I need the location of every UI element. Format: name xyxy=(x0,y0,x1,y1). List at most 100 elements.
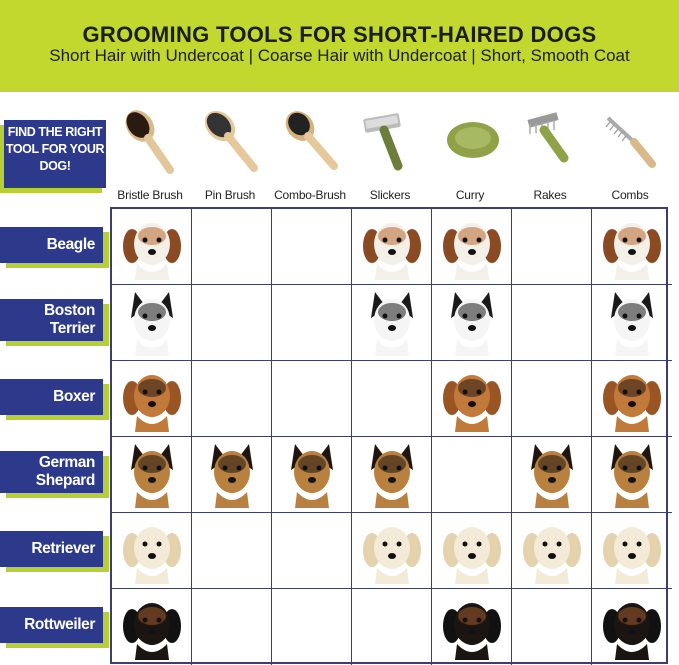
grid-cell-boxer-combs xyxy=(592,361,672,437)
dog-portrait-boxer xyxy=(603,375,661,432)
tool-label: Bristle Brush xyxy=(117,188,183,202)
grid-cell-retriever-slickers xyxy=(352,513,432,589)
grid-cell-beagle-combs xyxy=(592,209,672,285)
dog-portrait-german-shepard xyxy=(611,444,653,508)
breed-name: Boxer xyxy=(53,388,95,405)
grid-cell-boston-terrier-pin-brush xyxy=(192,285,272,361)
dog-portrait-rottweiler xyxy=(443,603,501,660)
breed-label-beagle: Beagle xyxy=(0,227,103,263)
grid-cell-beagle-bristle-brush xyxy=(112,209,192,285)
grid-cell-boxer-bristle-brush xyxy=(112,361,192,437)
dog-portrait-boston-terrier xyxy=(131,292,173,356)
tool-label: Combo-Brush xyxy=(274,188,346,202)
grid-cell-rottweiler-bristle-brush xyxy=(112,589,192,665)
dog-portrait-beagle xyxy=(443,223,501,280)
pin-brush-icon xyxy=(204,110,258,172)
tool-label: Pin Brush xyxy=(204,188,256,202)
breed-name: Shepard xyxy=(35,472,96,489)
tool-column-combs: Combs xyxy=(590,108,670,208)
breed-name: Rottweiler xyxy=(24,616,95,633)
breed-label-retriever: Retriever xyxy=(0,531,103,567)
breed-label-boxer: Boxer xyxy=(0,379,103,415)
dog-portrait-boston-terrier xyxy=(451,292,493,356)
dog-portrait-retriever xyxy=(123,527,181,584)
tool-column-rakes: Rakes xyxy=(510,108,590,208)
header-banner: GROOMING TOOLS FOR SHORT-HAIRED DOGS Sho… xyxy=(0,0,679,92)
find-tool-callout: FIND THE RIGHT TOOL FOR YOUR DOG! xyxy=(4,120,106,188)
breed-name: Beagle xyxy=(46,236,96,253)
grid-cell-german-shepard-bristle-brush xyxy=(112,437,192,513)
grid-cell-boxer-slickers xyxy=(352,361,432,437)
dog-portrait-beagle xyxy=(603,223,661,280)
tool-column-pin-brush: Pin Brush xyxy=(190,108,270,208)
grid-cell-boxer-pin-brush xyxy=(192,361,272,437)
tool-label: Slickers xyxy=(369,188,411,202)
grid-cell-retriever-rakes xyxy=(512,513,592,589)
dog-portrait-rottweiler xyxy=(603,603,661,660)
grid-cell-boston-terrier-bristle-brush xyxy=(112,285,192,361)
grid-cell-german-shepard-combs xyxy=(592,437,672,513)
grid-cell-german-shepard-curry xyxy=(432,437,512,513)
dog-portrait-boxer xyxy=(443,375,501,432)
grid-cell-boston-terrier-combo-brush xyxy=(272,285,352,361)
grid-cell-german-shepard-rakes xyxy=(512,437,592,513)
grid-cell-boston-terrier-curry xyxy=(432,285,512,361)
grid-cell-rottweiler-combo-brush xyxy=(272,589,352,665)
grid-cell-boston-terrier-combs xyxy=(592,285,672,361)
grid-cell-rottweiler-curry xyxy=(432,589,512,665)
curry-brush-icon xyxy=(447,122,499,158)
grid-cell-rottweiler-rakes xyxy=(512,589,592,665)
tool-label: Combs xyxy=(611,188,649,202)
grid-cell-german-shepard-pin-brush xyxy=(192,437,272,513)
dog-portrait-retriever xyxy=(603,527,661,584)
grid-cell-retriever-curry xyxy=(432,513,512,589)
grid-cell-retriever-combo-brush xyxy=(272,513,352,589)
breed-label-boston-terrier: Boston Terrier xyxy=(0,299,103,341)
dog-portrait-rottweiler xyxy=(123,603,181,660)
combo-brush-icon xyxy=(285,111,338,170)
dog-portrait-german-shepard xyxy=(211,444,253,508)
dog-portrait-retriever xyxy=(523,527,581,584)
dog-portrait-german-shepard xyxy=(531,444,573,508)
grid-cell-retriever-bristle-brush xyxy=(112,513,192,589)
dog-portrait-retriever xyxy=(363,527,421,584)
grid-cell-boston-terrier-slickers xyxy=(352,285,432,361)
dog-portrait-boxer xyxy=(123,375,181,432)
grid-cell-boxer-combo-brush xyxy=(272,361,352,437)
grid-cell-german-shepard-slickers xyxy=(352,437,432,513)
dog-portrait-beagle xyxy=(363,223,421,280)
page-subtitle: Short Hair with Undercoat | Coarse Hair … xyxy=(49,46,630,65)
grid-cell-beagle-curry xyxy=(432,209,512,285)
dog-portrait-german-shepard xyxy=(131,444,173,508)
comb-icon xyxy=(605,116,656,168)
grid-cell-rottweiler-pin-brush xyxy=(192,589,272,665)
breed-tool-grid xyxy=(110,207,672,665)
breed-name: German xyxy=(38,454,96,471)
page-title: GROOMING TOOLS FOR SHORT-HAIRED DOGS xyxy=(82,22,597,47)
grid-cell-retriever-combs xyxy=(592,513,672,589)
grid-cell-rottweiler-combs xyxy=(592,589,672,665)
tool-label: Rakes xyxy=(533,188,567,202)
breed-name: Boston xyxy=(44,302,95,319)
grid-cell-beagle-combo-brush xyxy=(272,209,352,285)
dog-portrait-boston-terrier xyxy=(371,292,413,356)
breed-name: Terrier xyxy=(49,320,96,337)
grid-cell-boston-terrier-rakes xyxy=(512,285,592,361)
tool-column-combo-brush: Combo-Brush xyxy=(270,108,350,208)
breed-label-german-shepard: German Shepard xyxy=(0,451,103,493)
grid-cell-boxer-rakes xyxy=(512,361,592,437)
dog-portrait-german-shepard xyxy=(291,444,333,508)
bristle-brush-icon xyxy=(125,110,174,174)
tool-column-curry: Curry xyxy=(430,108,510,208)
grid-cell-beagle-rakes xyxy=(512,209,592,285)
rake-icon xyxy=(527,112,569,163)
breed-label-rottweiler: Rottweiler xyxy=(0,607,103,643)
tool-column-bristle-brush: Bristle Brush xyxy=(110,108,190,208)
dog-portrait-german-shepard xyxy=(371,444,413,508)
grid-cell-boxer-curry xyxy=(432,361,512,437)
breed-name: Retriever xyxy=(31,540,95,557)
grid-cell-beagle-slickers xyxy=(352,209,432,285)
dog-portrait-boston-terrier xyxy=(611,292,653,356)
dog-portrait-beagle xyxy=(123,223,181,280)
grid-cell-beagle-pin-brush xyxy=(192,209,272,285)
